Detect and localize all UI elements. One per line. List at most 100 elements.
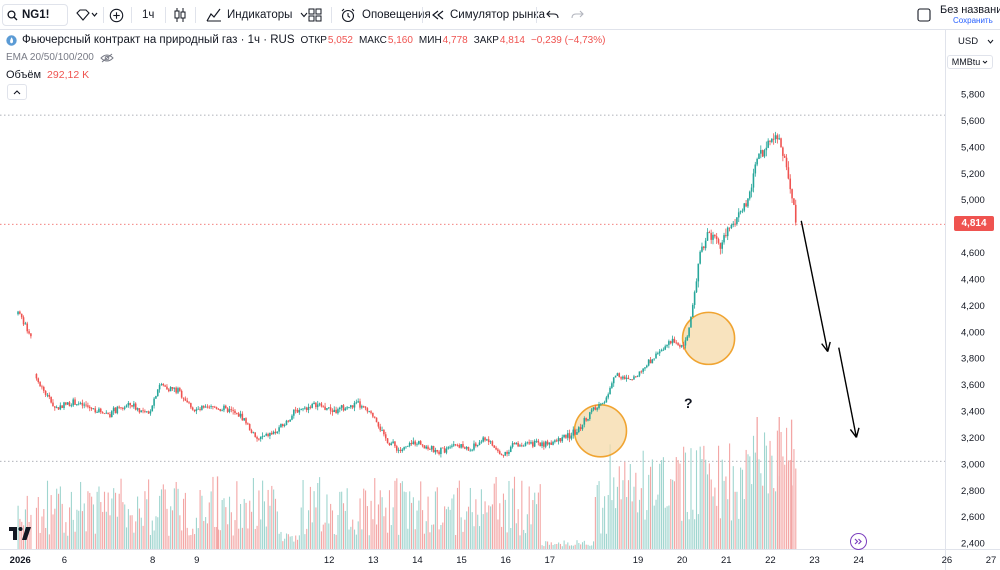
candle-body (320, 403, 323, 407)
candle-body (668, 341, 670, 345)
candle-body (88, 406, 91, 408)
legend-low-label: МИН (418, 34, 442, 46)
volume-bar (59, 486, 61, 549)
volume-bar (350, 526, 352, 549)
volume-bar (677, 459, 679, 549)
reference-lines (0, 30, 1000, 570)
compare-symbol-button[interactable] (74, 0, 98, 30)
volume-bar (383, 516, 385, 549)
candle-body (311, 404, 314, 408)
time-tick-label: 24 (853, 555, 864, 566)
candle-body (647, 359, 650, 366)
interval-button[interactable]: 1ч (142, 0, 154, 30)
volume-bar (433, 524, 435, 549)
volume-value: 292,12 K (47, 69, 90, 81)
candle-body (563, 434, 565, 438)
volume-bar (528, 486, 530, 549)
candle-body (353, 402, 356, 408)
time-tick-label: 15 (456, 555, 467, 566)
volume-bar (506, 532, 508, 549)
volume-bar (502, 493, 505, 549)
volume-bar (690, 448, 692, 549)
highlight-circles (573, 311, 736, 458)
collapse-legend-button[interactable] (7, 84, 27, 100)
volume-bar (381, 497, 383, 549)
volume-bar (464, 519, 466, 549)
price-tick-label: 4,600 (961, 248, 985, 259)
volume-bar (657, 494, 659, 549)
volume-bar (605, 533, 607, 549)
volume-bar (714, 487, 716, 549)
candle-body (114, 407, 117, 414)
layout-name[interactable]: Без названия (940, 4, 1000, 16)
candle-body (164, 385, 166, 387)
volume-bar (410, 502, 413, 549)
candle-body (690, 316, 692, 328)
volume-bar (254, 528, 256, 549)
candle-body (248, 424, 251, 431)
currency-selector[interactable]: USD (958, 36, 994, 47)
legend-ema[interactable]: EMA 20/50/100/200 (6, 52, 114, 63)
undo-button[interactable] (546, 0, 559, 30)
current-price-label: 4,814 (954, 216, 994, 231)
double-chevron-right-icon (854, 538, 862, 545)
eye-off-icon[interactable] (100, 53, 114, 63)
price-axis[interactable]: 2,400 2,600 2,800 3,000 3,200 3,400 3,600 3,800… (961, 90, 985, 550)
volume-bar (646, 510, 648, 549)
indicators-button[interactable]: Индикаторы (206, 0, 308, 30)
volume-bar (681, 520, 683, 549)
candle-body (197, 408, 200, 410)
volume-bar (83, 503, 85, 549)
candle-body (583, 418, 586, 425)
time-axis[interactable]: 202668912131415161719202122232426272829 (10, 555, 1000, 566)
currency-label: USD (958, 36, 979, 47)
replay-button[interactable]: Симулятор рынка (431, 0, 545, 30)
add-symbol-button[interactable] (109, 0, 124, 30)
templates-button[interactable] (308, 0, 322, 30)
chevron-up-icon (13, 89, 21, 94)
volume-bar (179, 515, 181, 549)
candle-body (631, 379, 633, 380)
volume-bar (129, 515, 131, 549)
volume-bar (576, 540, 578, 549)
volume-bar (35, 507, 38, 549)
layout-checkbox[interactable] (917, 0, 931, 30)
volume-bar (414, 529, 416, 549)
volume-bar (524, 533, 527, 549)
candle-body (719, 242, 722, 249)
chart-type-button[interactable] (173, 0, 187, 30)
go-to-realtime-button[interactable] (850, 533, 867, 550)
volume-bar (109, 515, 111, 549)
volume-bar (732, 466, 734, 549)
volume-bar (26, 495, 28, 549)
volume-bar (545, 541, 547, 549)
candle-body (430, 445, 433, 450)
candle-body (447, 447, 450, 449)
unit-selector[interactable]: MMBtu (947, 55, 993, 69)
candle-body (752, 173, 755, 188)
save-button[interactable]: Сохранить (953, 16, 993, 25)
volume-bar (729, 443, 731, 549)
candle-body (776, 135, 779, 140)
volume-bar (644, 519, 646, 549)
candle-body (756, 158, 758, 165)
candle-body (467, 446, 470, 451)
volume-bar (208, 502, 210, 549)
volume-bar (712, 496, 714, 549)
symbol-search-button[interactable]: NG1! (2, 4, 68, 26)
volume-bar (543, 546, 545, 549)
time-tick-label: 9 (194, 555, 199, 566)
redo-button[interactable] (571, 0, 584, 30)
candle-body (535, 440, 538, 442)
volume-bar (422, 510, 424, 549)
alerts-button[interactable]: Оповещения (340, 0, 431, 30)
candle-body (289, 419, 291, 422)
volume-bar (195, 517, 197, 549)
volume-bar (740, 467, 742, 549)
volume-bar (662, 457, 664, 549)
volume-bar (673, 481, 675, 549)
time-tick-label: 21 (721, 555, 732, 566)
candle-body (373, 416, 376, 418)
candle-body (526, 442, 529, 444)
